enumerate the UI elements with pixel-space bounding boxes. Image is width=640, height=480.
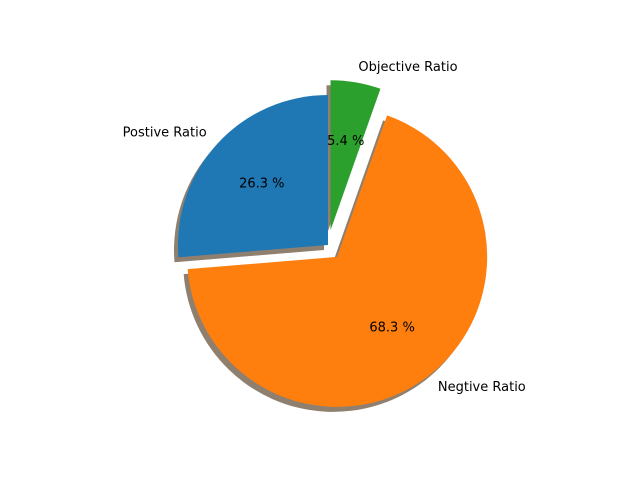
- pie-wedge-objective-ratio: [330, 80, 381, 231]
- pie-wedge-layer: [178, 80, 488, 407]
- pie-label-negtive-ratio: Negtive Ratio: [438, 380, 526, 395]
- pie-wedge-postive-ratio: [178, 95, 328, 258]
- pie-wedge-negtive-ratio: [187, 115, 488, 407]
- pie-label-objective-ratio: Objective Ratio: [358, 60, 457, 75]
- pie-percent-negtive-ratio: 68.3 %: [369, 321, 414, 336]
- pie-percent-objective-ratio: 5.4 %: [327, 134, 364, 149]
- pie-label-postive-ratio: Postive Ratio: [123, 126, 207, 141]
- pie-label-layer: Postive Ratio 26.3 % Negtive Ratio 68.3 % Ob…: [123, 60, 526, 395]
- pie-percent-postive-ratio: 26.3 %: [239, 177, 284, 192]
